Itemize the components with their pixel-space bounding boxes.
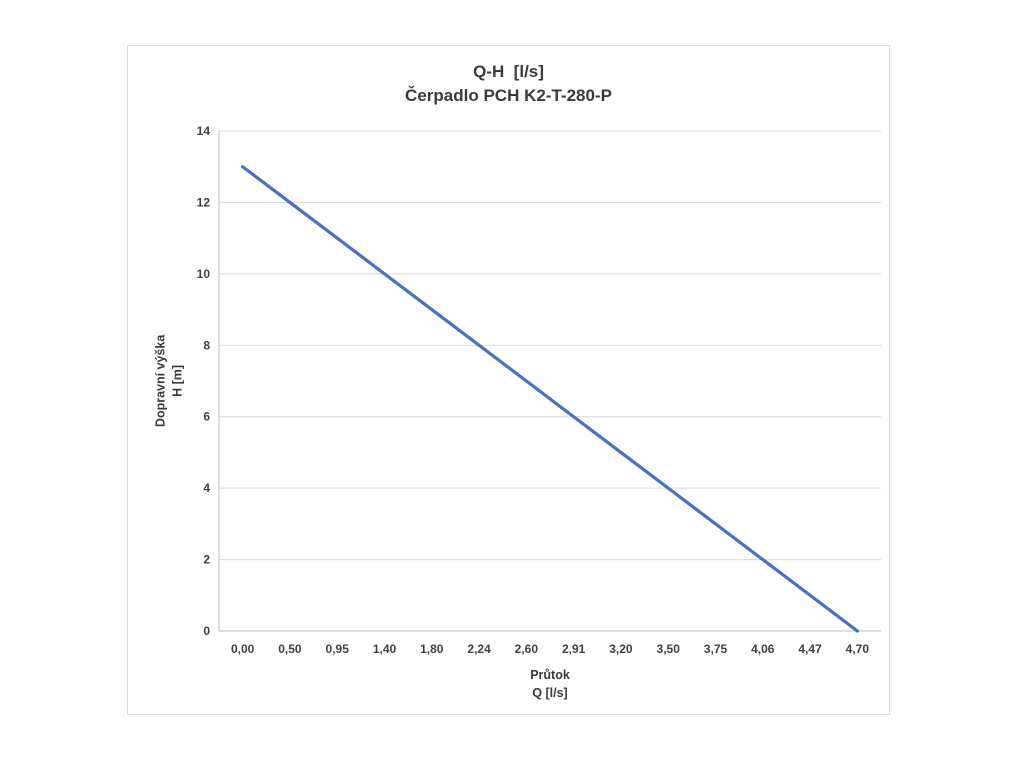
- chart-container: Q-H [l/s] Čerpadlo PCH K2-T-280-P Doprav…: [127, 45, 890, 715]
- y-tick-label: 10: [197, 267, 211, 281]
- x-tick-label: 0,95: [326, 642, 350, 656]
- x-tick-label: 1,80: [420, 642, 444, 656]
- x-tick-label: 1,40: [373, 642, 397, 656]
- x-tick-label: 3,50: [657, 642, 681, 656]
- x-tick-label: 0,50: [278, 642, 302, 656]
- y-tick-label: 12: [197, 195, 211, 209]
- x-tick-label: 4,47: [798, 642, 822, 656]
- y-tick-label: 6: [203, 410, 210, 424]
- y-tick-label: 4: [203, 481, 210, 495]
- x-tick-label: 2,60: [515, 642, 539, 656]
- x-tick-label: 2,91: [562, 642, 586, 656]
- y-tick-label: 2: [203, 553, 210, 567]
- chart-subtitle: Čerpadlo PCH K2-T-280-P: [405, 86, 612, 105]
- y-tick-label: 14: [197, 124, 211, 138]
- plot-area: 0 2 4 6 8 10 12 14 0,00 0,50 0,95 1,40 1,80 2,24 2,60 2…: [197, 124, 881, 656]
- chart-title: Q-H [l/s]: [473, 62, 544, 81]
- x-axis-title: Průtok Q [l/s]: [219, 666, 881, 702]
- x-tick-label: 4,06: [751, 642, 775, 656]
- x-tick-label: 3,20: [609, 642, 633, 656]
- y-tick-label: 0: [203, 624, 210, 638]
- y-tick-label: 8: [203, 338, 210, 352]
- x-axis-title-line2: Q [l/s]: [532, 686, 568, 701]
- series-line: [241, 165, 859, 633]
- x-tick-label: 2,24: [467, 642, 491, 656]
- x-tick-label: 4,70: [846, 642, 870, 656]
- x-tick-label: 0,00: [231, 642, 255, 656]
- x-axis-title-line1: Průtok: [530, 668, 570, 682]
- x-tick-label: 3,75: [704, 642, 728, 656]
